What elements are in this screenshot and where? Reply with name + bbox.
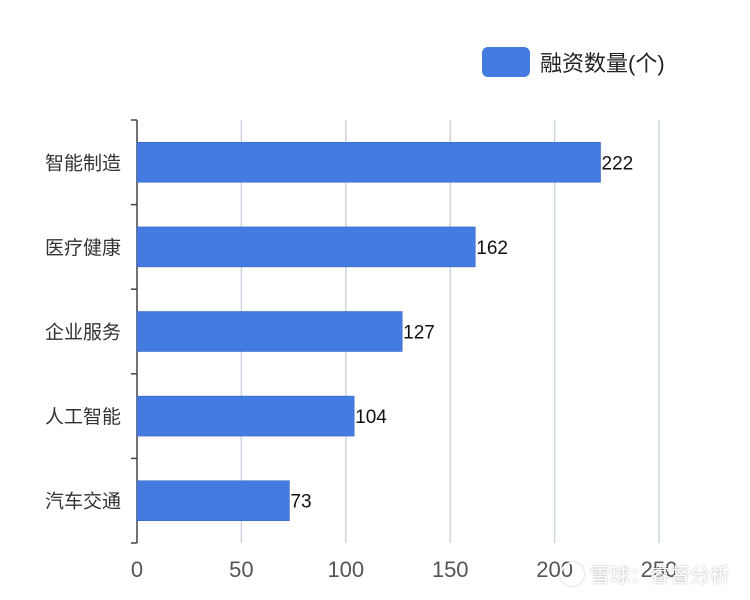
legend[interactable]: 融资数量(个) — [482, 46, 665, 78]
x-tick-label: 100 — [327, 557, 364, 582]
x-tick-label: 250 — [641, 557, 678, 582]
bar — [136, 142, 601, 183]
x-tick-label: 150 — [432, 557, 469, 582]
data-label: 127 — [403, 323, 435, 344]
bar — [136, 480, 290, 521]
watermark: 雪球：睿督分析 — [560, 559, 730, 588]
snowball-logo-icon — [560, 561, 584, 586]
category-label: 智能制造 — [45, 152, 121, 174]
x-tick-label: 0 — [131, 557, 143, 582]
data-label: 222 — [602, 153, 634, 174]
x-tick-label: 50 — [229, 557, 253, 582]
category-label: 企业服务 — [45, 322, 121, 344]
data-label: 73 — [290, 492, 311, 513]
data-label: 104 — [355, 407, 387, 428]
category-label: 医疗健康 — [45, 237, 121, 259]
bar — [136, 226, 476, 268]
legend-label: 融资数量(个) — [540, 51, 665, 76]
category-label: 人工智能 — [45, 406, 121, 428]
watermark-text: 雪球：睿督分析 — [590, 565, 730, 587]
bar — [136, 395, 355, 437]
legend-swatch — [482, 47, 530, 77]
category-label: 汽车交通 — [45, 491, 121, 513]
bar — [136, 311, 403, 352]
data-label: 162 — [476, 238, 508, 259]
